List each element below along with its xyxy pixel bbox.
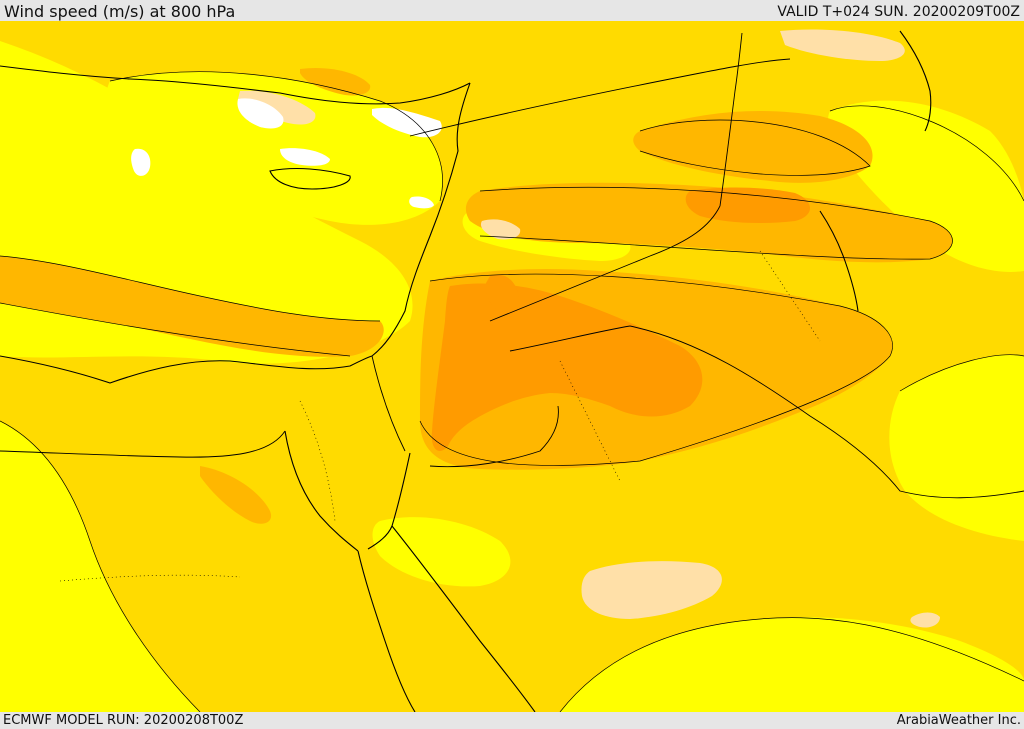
coast-levant	[371, 82, 471, 357]
border-sinai	[0, 430, 286, 458]
border-syria	[409, 58, 791, 137]
contour-7	[0, 420, 201, 712]
contour-lines	[0, 71, 1024, 712]
border-jordan-s	[429, 405, 559, 468]
field-low-north	[106, 71, 443, 225]
field-max-jordan	[485, 274, 519, 312]
field-high-sinai	[200, 466, 272, 524]
coast-red-sea-e	[391, 525, 536, 712]
field-max-northeast	[685, 187, 810, 224]
province-3	[759, 250, 821, 342]
contour-9	[899, 354, 1024, 392]
field-high-jet-north	[465, 182, 953, 263]
coast-anatolia	[0, 65, 471, 105]
border-east	[719, 32, 743, 207]
field-low-east	[889, 354, 1024, 541]
province-1	[299, 400, 336, 522]
border-jordan	[509, 325, 631, 352]
field-high-north	[300, 67, 371, 96]
valid-time: VALID T+024 SUN. 20200209T00Z	[777, 4, 1020, 20]
coast-suez	[284, 430, 359, 552]
field-light-arabia-e	[910, 612, 940, 628]
contour-5	[479, 186, 953, 260]
field-low-south	[372, 517, 511, 587]
field-calm-lebanon	[409, 196, 434, 209]
coast-gulf	[819, 210, 859, 312]
field-high-jet-west	[0, 256, 384, 357]
field-calm-anatolia-2	[372, 107, 442, 138]
field-max-core	[431, 283, 703, 451]
coast-aqaba	[367, 452, 411, 550]
model-run: ECMWF MODEL RUN: 20200208T00Z	[3, 713, 244, 728]
coast-red-sea-w	[357, 550, 416, 712]
contour-10	[829, 105, 1024, 202]
field-low-southeast	[560, 617, 1024, 712]
field-calm-cyprus-n	[280, 148, 330, 166]
borders	[0, 32, 1024, 499]
coast-caspian	[899, 30, 932, 132]
contour-4	[419, 273, 893, 466]
coast-cyprus	[269, 168, 351, 190]
coastlines	[0, 30, 932, 712]
field-light-turkey	[238, 90, 316, 125]
contour-6	[559, 617, 1024, 712]
border-egypt	[371, 355, 406, 452]
footer-bar: ECMWF MODEL RUN: 20200208T00Z ArabiaWeat…	[0, 712, 1024, 729]
field-light-syria	[480, 219, 521, 240]
contour-1	[0, 255, 381, 322]
contour-8	[639, 119, 871, 176]
province-lines	[59, 250, 821, 582]
field-calm-anatolia	[237, 98, 284, 129]
contour-3	[109, 71, 443, 202]
field-low-southwest	[0, 421, 200, 712]
field-light-arabia	[581, 561, 722, 619]
border-iraq	[489, 205, 721, 322]
credit: ArabiaWeather Inc.	[896, 713, 1021, 728]
border-saudi	[629, 325, 1024, 499]
map-canvas	[0, 21, 1024, 712]
wind-speed-map[interactable]	[0, 21, 1024, 712]
header-bar: Wind speed (m/s) at 800 hPa VALID T+024 …	[0, 0, 1024, 21]
field-light-ne	[780, 29, 905, 61]
contour-2	[0, 302, 351, 357]
field-low-northeast	[828, 100, 1024, 272]
field-calm-small	[131, 148, 151, 176]
coast-egypt	[0, 355, 373, 384]
map-title: Wind speed (m/s) at 800 hPa	[4, 2, 236, 21]
